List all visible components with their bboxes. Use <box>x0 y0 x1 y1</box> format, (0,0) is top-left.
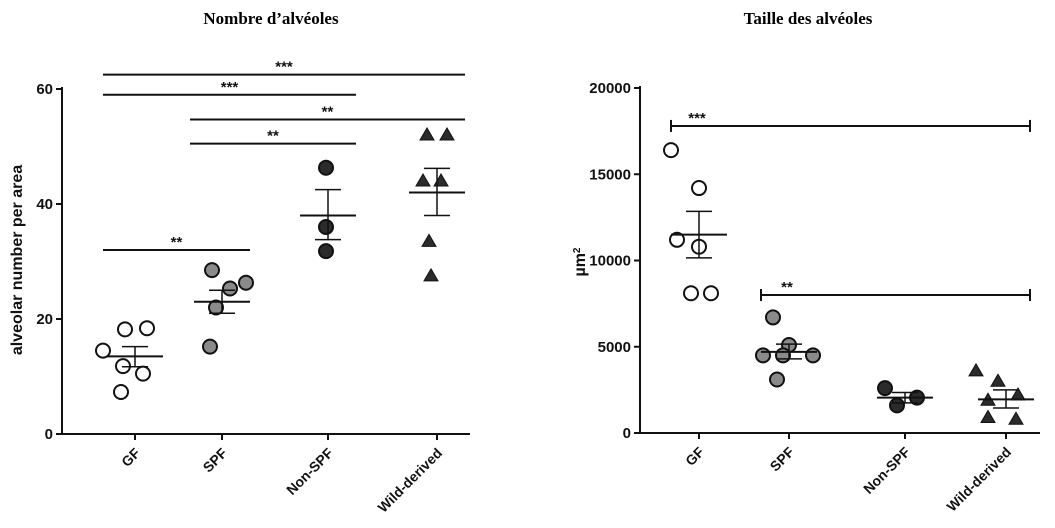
data-point <box>318 219 334 235</box>
chart-title: Nombre d’alvéoles <box>203 9 339 28</box>
series-spf <box>755 309 821 388</box>
x-tick-label: SPF <box>767 443 798 474</box>
data-point <box>415 173 431 187</box>
data-point <box>204 262 220 279</box>
data-point <box>755 347 771 364</box>
data-point <box>439 127 455 141</box>
data-point <box>419 127 435 141</box>
y-tick-label: 0 <box>45 426 53 443</box>
data-point <box>113 384 129 401</box>
data-point <box>318 159 334 176</box>
y-axis-label: µm2 <box>572 247 590 276</box>
series-spf <box>194 262 254 355</box>
data-point <box>691 180 707 197</box>
data-point <box>421 233 437 247</box>
data-point <box>805 347 821 364</box>
y-tick-label: 0 <box>623 425 631 442</box>
significance-bracket: ** <box>190 128 356 145</box>
data-point <box>990 373 1006 387</box>
y-tick-label: 40 <box>36 196 53 213</box>
series-gf <box>663 142 727 302</box>
x-tick-label: SPF <box>200 444 231 475</box>
significance-label: *** <box>221 79 239 96</box>
x-tick-label: Non-SPF <box>860 443 913 496</box>
x-tick-label: Wild-derived <box>374 445 445 516</box>
y-tick-label: 20000 <box>589 80 631 97</box>
significance-bracket: *** <box>103 79 356 96</box>
plot-area: 0 5000 10000 15000 20000 GF SPF Non-SPF Wild-der… <box>589 80 1040 514</box>
data-point <box>433 173 449 187</box>
significance-bracket: ** <box>760 279 1031 301</box>
significance-bracket: ** <box>190 103 465 121</box>
y-tick-label: 10000 <box>589 253 631 270</box>
series-wild-derived <box>409 127 465 282</box>
data-point <box>877 380 893 397</box>
data-point <box>202 338 218 355</box>
panel-alveolar-number: Nombre d’alvéoles alveolar number per ar… <box>9 9 339 355</box>
significance-label: ** <box>267 128 279 145</box>
panel-alveolar-size: Taille des alvéoles µm2 <box>572 9 873 277</box>
y-tick-label: 60 <box>36 81 53 98</box>
chart-title: Taille des alvéoles <box>744 9 873 28</box>
series-non-spf <box>877 380 933 414</box>
data-point <box>238 274 254 291</box>
series-wild-derived <box>968 362 1034 425</box>
data-point <box>765 309 781 326</box>
series-gf <box>95 320 163 401</box>
data-point <box>980 409 996 423</box>
significance-bracket: *** <box>670 110 1031 132</box>
data-point <box>1008 411 1024 425</box>
data-point <box>669 231 685 248</box>
y-tick-label: 5000 <box>598 339 631 356</box>
x-tick-label: Non-SPF <box>283 444 336 497</box>
data-point <box>222 280 238 297</box>
x-tick-label: GF <box>118 444 143 469</box>
series-non-spf <box>300 159 356 260</box>
data-point <box>703 285 719 302</box>
data-point <box>683 285 699 302</box>
significance-bracket: *** <box>103 59 465 76</box>
data-point <box>135 365 151 382</box>
significance-bracket: ** <box>103 234 250 251</box>
data-point <box>889 397 905 414</box>
significance-label: ** <box>322 103 334 120</box>
data-point <box>423 267 439 282</box>
x-tick-label: Wild-derived <box>943 444 1014 515</box>
data-point <box>95 342 111 359</box>
y-tick-label: 20 <box>36 311 53 328</box>
y-tick-label: 15000 <box>589 166 631 183</box>
data-point <box>663 142 679 159</box>
x-tick-label: GF <box>682 443 707 468</box>
significance-label: *** <box>275 59 293 76</box>
data-point <box>139 320 155 337</box>
data-point <box>208 299 224 316</box>
data-point <box>769 371 785 388</box>
data-point <box>117 321 133 338</box>
data-point <box>968 362 984 377</box>
significance-label: ** <box>171 234 183 251</box>
data-point <box>775 347 791 364</box>
data-point <box>318 243 334 260</box>
significance-label: *** <box>688 110 706 127</box>
significance-label: ** <box>781 279 793 296</box>
y-axis-label: alveolar number per area <box>9 165 26 355</box>
